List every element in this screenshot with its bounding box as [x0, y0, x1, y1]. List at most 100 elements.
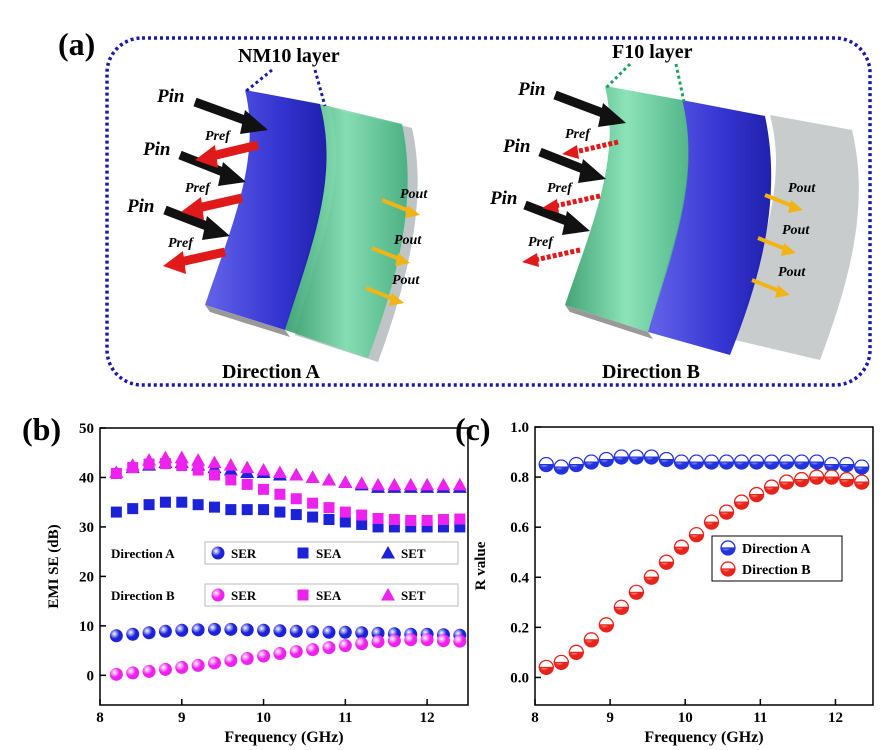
marker	[273, 647, 287, 661]
marker	[733, 454, 750, 470]
p-label: Pout	[392, 273, 420, 288]
marker	[454, 513, 466, 525]
marker-top	[568, 644, 584, 654]
x-tick-label: 11	[338, 710, 352, 726]
x-tick-label: 9	[178, 710, 186, 726]
legend-group: Direction A	[111, 546, 175, 561]
p-label: Pref	[565, 127, 591, 142]
marker-top	[733, 454, 750, 463]
marker	[191, 623, 205, 637]
marker-top	[643, 449, 660, 458]
marker	[174, 450, 189, 464]
marker	[824, 456, 840, 473]
marker	[718, 504, 735, 520]
marker	[207, 656, 221, 670]
legend-label: SET	[401, 546, 426, 561]
marker	[452, 477, 467, 491]
pointer	[313, 69, 327, 107]
marker	[290, 493, 302, 505]
p-label: Pref	[528, 235, 554, 250]
p-label: Pout	[394, 233, 422, 248]
marker	[159, 458, 171, 470]
marker	[241, 478, 253, 490]
legend-box	[204, 541, 459, 565]
marker	[125, 458, 140, 471]
y-tick-label: 0.6	[510, 520, 529, 536]
marker-top	[718, 504, 735, 513]
marker	[211, 546, 225, 560]
arrow-heads	[202, 110, 268, 240]
marker	[338, 639, 352, 653]
marker	[436, 477, 451, 491]
marker	[225, 504, 237, 516]
marker	[127, 503, 139, 515]
marker	[306, 625, 320, 639]
marker-top	[779, 454, 795, 463]
marker-top	[703, 514, 720, 523]
marker	[289, 645, 303, 659]
marker	[273, 624, 287, 638]
marker	[225, 474, 237, 486]
marker-top	[553, 459, 569, 468]
marker-top	[720, 561, 736, 570]
y-axis-label: EMI SE (dB)	[46, 524, 62, 608]
marker	[809, 454, 825, 470]
marker-top	[598, 451, 614, 461]
x-tick-label: 11	[753, 710, 767, 726]
marker	[142, 664, 156, 678]
marker	[224, 653, 238, 667]
marker	[289, 467, 304, 481]
legend-label: SET	[401, 588, 426, 603]
marker-top	[794, 454, 810, 463]
marker	[109, 667, 123, 681]
marker	[387, 634, 401, 648]
marker	[175, 623, 189, 637]
marker	[763, 479, 780, 495]
marker	[241, 504, 253, 516]
p-label: Pref	[185, 181, 211, 196]
p-label: Pref	[547, 181, 573, 196]
marker	[613, 449, 629, 465]
marker	[553, 654, 569, 671]
marker	[321, 472, 336, 486]
layer-label: NM10 layer	[238, 45, 340, 67]
marker	[305, 470, 320, 483]
x-axis-label: Frequency (GHz)	[224, 729, 343, 746]
marker	[404, 633, 418, 647]
marker	[323, 502, 335, 514]
marker	[420, 477, 435, 491]
marker	[553, 459, 569, 475]
marker	[223, 458, 238, 471]
marker	[673, 454, 690, 470]
panel-label: (a)	[58, 26, 95, 62]
legend-box	[204, 583, 459, 607]
marker	[839, 456, 855, 473]
marker	[583, 454, 599, 470]
marker	[159, 496, 171, 508]
caption: Direction A	[222, 361, 321, 383]
marker-top	[658, 554, 675, 563]
marker-top	[748, 487, 765, 496]
marker	[643, 449, 660, 465]
marker	[583, 632, 599, 648]
reflected-arrows	[179, 140, 260, 267]
marker	[297, 589, 309, 601]
marker	[388, 514, 400, 526]
marker-top	[553, 654, 569, 664]
layer-label: F10 layer	[612, 41, 693, 63]
marker	[297, 547, 309, 559]
x-tick-label: 8	[96, 710, 104, 726]
marker	[538, 659, 554, 676]
marker	[322, 625, 336, 639]
marker	[421, 521, 433, 533]
marker	[208, 469, 220, 481]
marker-top	[538, 456, 554, 466]
marker	[211, 588, 225, 602]
marker	[207, 455, 222, 469]
marker	[387, 477, 402, 491]
marker	[779, 474, 795, 490]
marker	[388, 521, 400, 533]
plot-frame	[534, 426, 874, 706]
marker	[207, 622, 221, 636]
